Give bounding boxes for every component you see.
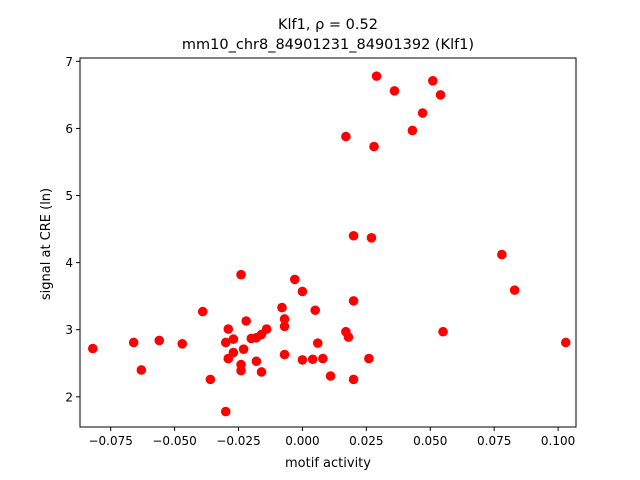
x-tick-label: −0.075 xyxy=(88,434,132,448)
data-point xyxy=(223,324,234,334)
data-point xyxy=(279,321,290,332)
chart-subtitle: mm10_chr8_84901231_84901392 (Klf1) xyxy=(182,37,474,53)
data-point xyxy=(435,90,446,100)
y-axis-label-text: signal at CRE (ln) xyxy=(39,188,54,300)
data-point xyxy=(241,316,251,326)
data-point xyxy=(279,314,290,324)
x-tick-label: −0.025 xyxy=(216,434,260,448)
data-point xyxy=(289,274,300,285)
data-point xyxy=(228,347,239,358)
data-point xyxy=(136,365,147,375)
x-tick-label: 0.000 xyxy=(285,434,319,448)
data-point xyxy=(389,86,400,96)
data-point xyxy=(364,353,374,364)
data-point xyxy=(417,108,428,118)
data-point xyxy=(177,339,188,349)
data-point xyxy=(205,374,216,385)
data-point xyxy=(312,338,323,348)
data-point xyxy=(236,269,246,280)
y-tick-label: 3 xyxy=(65,323,73,337)
y-tick-label: 4 xyxy=(65,256,73,270)
data-point xyxy=(369,141,379,152)
data-point xyxy=(261,324,272,334)
data-point xyxy=(438,326,448,337)
data-point xyxy=(128,337,139,348)
data-point xyxy=(220,337,231,348)
y-tick-label: 6 xyxy=(65,122,73,136)
data-point xyxy=(197,306,208,317)
y-tick-label: 7 xyxy=(65,55,73,69)
data-point xyxy=(279,349,290,360)
data-point xyxy=(297,286,308,297)
data-point xyxy=(325,371,336,381)
data-point xyxy=(341,131,351,142)
y-tick-label: 5 xyxy=(65,189,73,203)
data-point xyxy=(238,344,249,354)
data-point xyxy=(366,233,377,243)
data-point xyxy=(348,374,359,385)
chart-title-text: Klf1, ρ = 0.52 xyxy=(278,17,378,33)
y-tick-label: 2 xyxy=(65,390,73,404)
data-point xyxy=(87,343,98,354)
x-tick-label: 0.025 xyxy=(349,434,383,448)
data-point xyxy=(497,249,507,260)
data-point xyxy=(297,355,308,365)
data-point xyxy=(407,125,418,136)
data-point xyxy=(277,302,287,313)
data-point xyxy=(307,354,318,365)
x-axis-label: motif activity xyxy=(285,456,371,471)
y-axis-label: signal at CRE (ln) xyxy=(39,188,54,300)
x-tick-label: 0.075 xyxy=(477,434,511,448)
x-tick-label: −0.050 xyxy=(152,434,196,448)
data-point xyxy=(509,285,520,295)
data-point xyxy=(236,359,246,370)
data-point xyxy=(343,332,354,342)
chart-title: Klf1, ρ = 0.52 xyxy=(278,17,378,33)
y-axis-ticks: 2 3 4 5 6 7 xyxy=(65,55,80,404)
data-points xyxy=(87,71,571,417)
data-point xyxy=(251,356,262,367)
x-tick-label: 0.050 xyxy=(413,434,447,448)
data-point xyxy=(348,296,359,306)
data-point xyxy=(428,76,438,86)
data-point xyxy=(560,337,571,348)
data-point xyxy=(154,335,165,346)
data-point xyxy=(371,71,382,81)
data-point xyxy=(318,353,328,364)
x-axis-ticks: −0.075 −0.050 −0.025 0.000 0.025 0.050 0.075 0.… xyxy=(88,427,575,448)
data-point xyxy=(348,230,359,241)
x-tick-label: 0.100 xyxy=(541,434,575,448)
data-point xyxy=(310,305,321,316)
plot-frame xyxy=(79,57,577,428)
data-point xyxy=(220,406,231,417)
data-point xyxy=(228,334,239,344)
data-point xyxy=(256,367,267,377)
plot-area xyxy=(79,57,577,428)
